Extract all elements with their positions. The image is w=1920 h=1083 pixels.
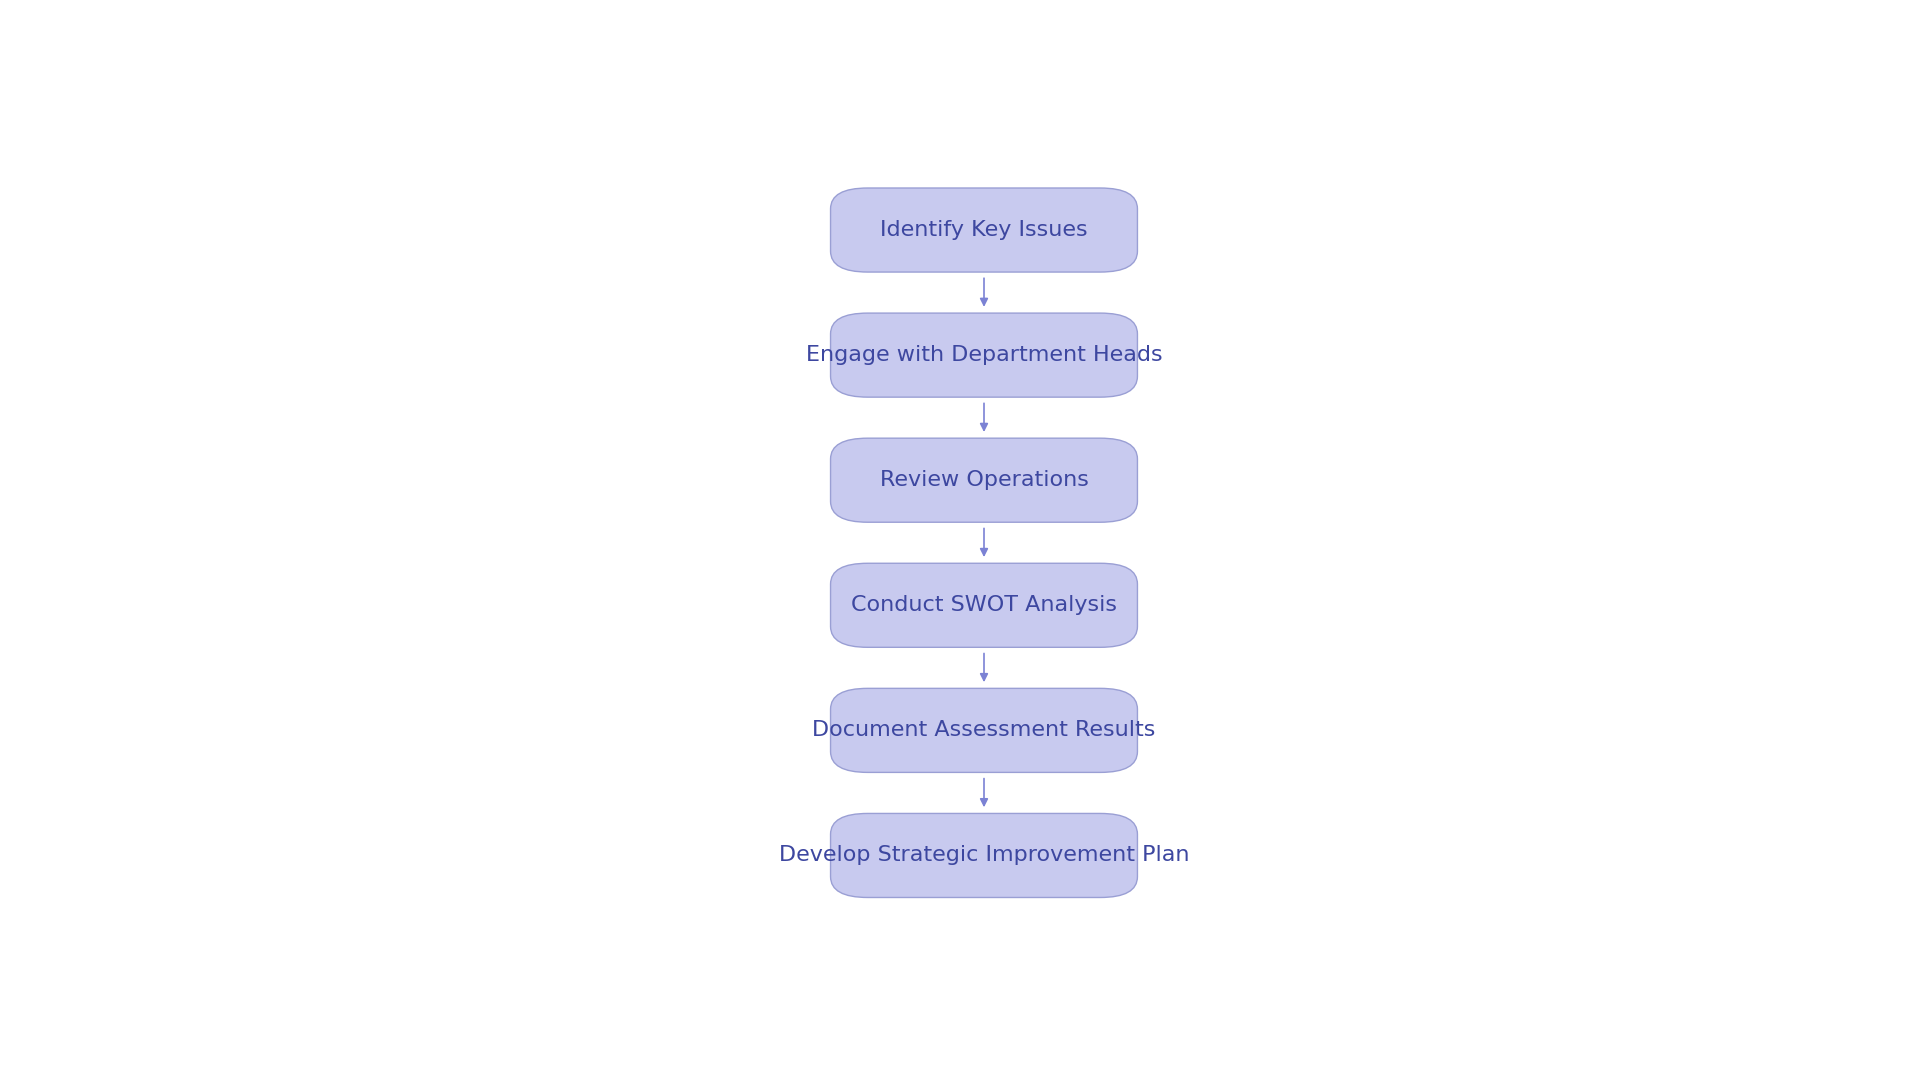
FancyBboxPatch shape [831,313,1137,397]
Text: Engage with Department Heads: Engage with Department Heads [806,345,1162,365]
Text: Review Operations: Review Operations [879,470,1089,491]
FancyBboxPatch shape [831,813,1137,898]
Text: Conduct SWOT Analysis: Conduct SWOT Analysis [851,596,1117,615]
Text: Identify Key Issues: Identify Key Issues [879,220,1089,240]
FancyBboxPatch shape [831,188,1137,272]
Text: Develop Strategic Improvement Plan: Develop Strategic Improvement Plan [780,846,1188,865]
FancyBboxPatch shape [831,563,1137,648]
FancyBboxPatch shape [831,689,1137,772]
FancyBboxPatch shape [831,439,1137,522]
Text: Document Assessment Results: Document Assessment Results [812,720,1156,741]
